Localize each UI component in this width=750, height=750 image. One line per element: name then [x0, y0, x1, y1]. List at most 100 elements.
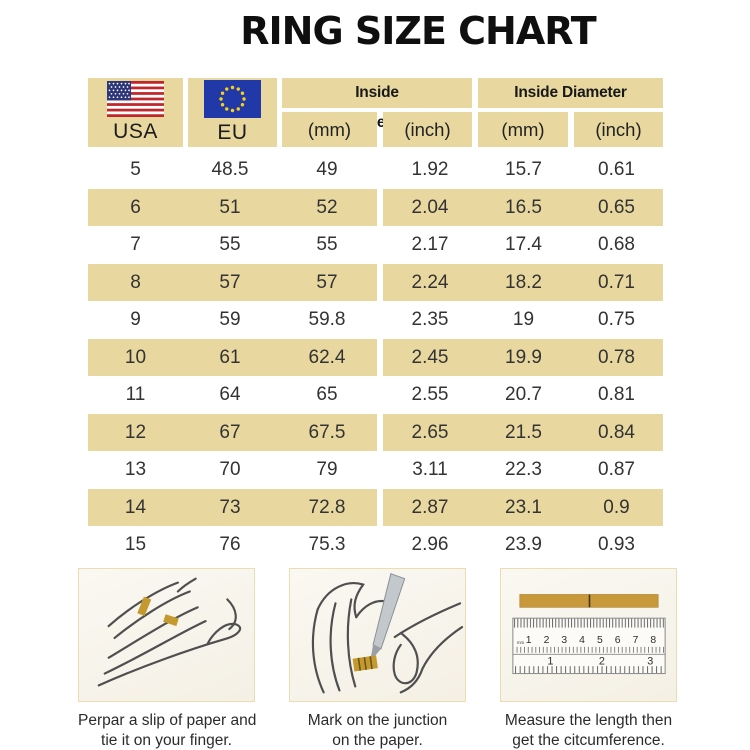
row-left-block: 12 67 67.5	[88, 413, 377, 451]
cell-circ-inch: 2.65	[411, 421, 449, 443]
us-flag-icon	[107, 81, 164, 117]
table-row: 14 73 72.8 2.87 23.1 0.9	[88, 488, 663, 526]
cell-diam-mm: 15.7	[505, 159, 542, 180]
cell-circ-mm: 75.3	[308, 534, 346, 555]
table-row: 13 70 79 3.11 22.3 0.87	[88, 451, 663, 489]
circumference-group-label: Inside Circumference(mm)	[282, 78, 472, 131]
cell-diam-mm: 23.9	[505, 534, 542, 555]
step-caption-line: Mark on the junction	[307, 712, 448, 729]
cell-diam-mm: 21.5	[505, 421, 542, 443]
table-body: 5 48.5 49 1.92 15.7 0.61 6 51 52 2.04	[88, 151, 663, 564]
ruler-cm-number: 1	[526, 635, 532, 646]
measuring-steps: Perpar a slip of paper and tie it on you…	[78, 568, 677, 750]
ruler-cm-number: 8	[650, 635, 656, 646]
row-right-block: 2.17 17.4 0.68	[383, 226, 663, 264]
cell-circ-inch: 2.55	[411, 384, 449, 405]
ruler-inch-number: 2	[599, 656, 605, 668]
cell-diam-mm: 20.7	[505, 384, 542, 405]
ruler-cm-number: 2	[544, 635, 550, 646]
cell-usa: 5	[130, 159, 141, 180]
cell-diam-mm: 22.3	[505, 459, 542, 480]
row-left-block: 5 48.5 49	[88, 151, 377, 189]
cell-diam-inch: 0.87	[598, 459, 635, 480]
row-right-block: 3.11 22.3 0.87	[383, 451, 663, 489]
cell-diam-inch: 0.68	[598, 234, 635, 255]
header-circumference-group: Inside Circumference(mm) (mm) (inch)	[282, 78, 472, 147]
cell-diam-inch: 0.84	[598, 421, 635, 443]
table-row: 15 76 75.3 2.96 23.9 0.93	[88, 526, 663, 564]
cell-circ-mm: 79	[316, 459, 338, 480]
page-title: RING SIZE CHART	[240, 9, 596, 53]
cell-eu: 70	[219, 459, 241, 480]
cell-usa: 8	[130, 271, 141, 293]
row-right-block: 2.96 23.9 0.93	[383, 526, 663, 564]
row-right-block: 2.65 21.5 0.84	[383, 413, 663, 451]
row-right-block: 2.04 16.5 0.65	[383, 188, 663, 226]
table-row: 8 57 57 2.24 18.2 0.71	[88, 263, 663, 301]
step-caption: Perpar a slip of paper and tie it on you…	[78, 711, 257, 750]
cell-usa: 9	[130, 309, 141, 330]
header-eu: EU	[188, 78, 277, 147]
row-left-block: 8 57 57	[88, 263, 377, 301]
cell-usa: 7	[130, 234, 141, 255]
table-row: 5 48.5 49 1.92 15.7 0.61	[88, 151, 663, 189]
cell-diam-inch: 0.93	[598, 534, 635, 555]
cell-eu: 76	[219, 534, 241, 555]
row-left-block: 11 64 65	[88, 376, 377, 414]
cell-eu: 51	[219, 196, 241, 218]
cell-circ-inch: 1.92	[411, 159, 449, 180]
step-caption: Measure the length then get the citcumfe…	[500, 711, 677, 750]
row-left-block: 10 61 62.4	[88, 338, 377, 376]
ruler-cm-number: 6	[615, 635, 621, 646]
cell-diam-inch: 0.65	[598, 196, 635, 218]
diameter-inch-header: (inch)	[574, 112, 663, 147]
cell-usa: 10	[124, 346, 147, 368]
cell-usa: 13	[124, 459, 147, 480]
cell-circ-inch: 2.24	[411, 271, 449, 293]
step-3: 1 2 3 4 5 6 7 8 mm 1 2 3	[500, 568, 677, 750]
cell-diam-inch: 0.78	[598, 346, 635, 368]
cell-circ-inch: 2.04	[411, 196, 449, 218]
cell-circ-mm: 52	[316, 196, 338, 218]
cell-usa: 15	[124, 534, 147, 555]
ruler-cm-number: 7	[633, 635, 639, 646]
row-right-block: 2.45 19.9 0.78	[383, 338, 663, 376]
step-caption-line: Perpar a slip of paper and	[78, 712, 257, 729]
cell-eu: 57	[219, 271, 241, 293]
table-row: 6 51 52 2.04 16.5 0.65	[88, 188, 663, 226]
cell-usa: 6	[130, 196, 141, 218]
cell-usa: 12	[124, 421, 147, 443]
step-caption: Mark on the junction on the paper.	[289, 711, 466, 750]
step-caption-line: on the paper.	[332, 732, 423, 749]
header-usa: USA	[88, 78, 183, 147]
ruler-cm-number: 5	[597, 635, 603, 646]
row-right-block: 1.92 15.7 0.61	[383, 151, 663, 189]
diameter-mm-header: (mm)	[478, 112, 568, 147]
step-caption-line: Measure the length then	[504, 712, 673, 729]
ruler-inch-number: 1	[547, 656, 553, 668]
cell-circ-mm: 67.5	[308, 421, 346, 443]
cell-diam-mm: 19.9	[505, 346, 542, 368]
cell-diam-mm: 18.2	[505, 271, 542, 293]
cell-diam-mm: 16.5	[505, 196, 542, 218]
table-row: 7 55 55 2.17 17.4 0.68	[88, 226, 663, 264]
eu-column-label: EU	[217, 121, 248, 144]
step-caption-line: tie it on your finger.	[101, 732, 232, 749]
row-right-block: 2.24 18.2 0.71	[383, 263, 663, 301]
circumference-inch-header: (inch)	[383, 112, 472, 147]
cell-diam-inch: 0.61	[598, 159, 635, 180]
ruler-inch-number: 3	[647, 656, 653, 668]
cell-circ-inch: 2.45	[411, 346, 449, 368]
cell-circ-mm: 57	[316, 271, 338, 293]
cell-circ-mm: 62.4	[308, 346, 346, 368]
strip-and-ruler-icon: 1 2 3 4 5 6 7 8 mm 1 2 3	[500, 568, 677, 702]
circumference-mm-header: (mm)	[282, 112, 377, 147]
row-right-block: 2.87 23.1 0.9	[383, 488, 663, 526]
hand-with-paper-strip-icon	[78, 568, 255, 702]
ruler-unit-label: mm	[517, 640, 525, 645]
cell-eu: 59	[219, 309, 241, 330]
cell-diam-inch: 0.81	[598, 384, 635, 405]
cell-circ-inch: 2.96	[411, 534, 449, 555]
row-left-block: 14 73 72.8	[88, 488, 377, 526]
